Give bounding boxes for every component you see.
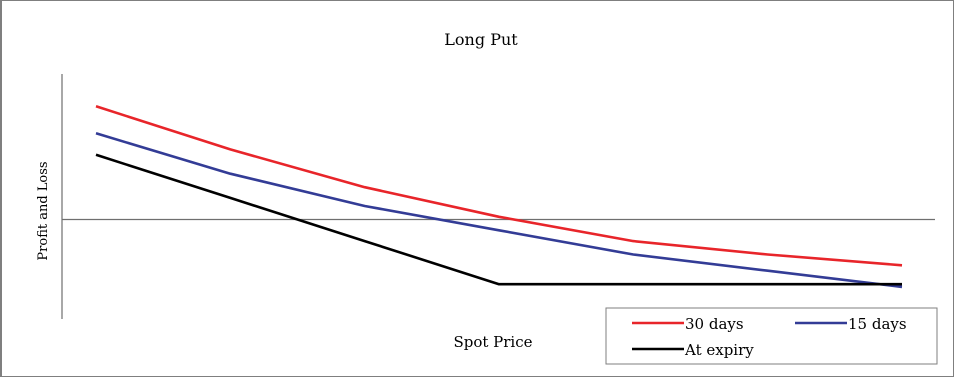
series-line-15-days [95,132,903,289]
legend: 30 days 15 days At expiry [605,307,938,365]
series-group [95,105,903,289]
x-axis-label: Spot Price [453,333,532,351]
series-line-at-expiry [95,153,902,286]
legend-label-at-expiry: At expiry [684,341,754,359]
chart-title: Long Put [444,30,518,49]
legend-label-15-days: 15 days [848,315,907,333]
legend-box [605,307,938,365]
legend-label-30-days: 30 days [685,315,744,333]
series-line-30-days [95,105,903,267]
y-axis-label: Profit and Loss [36,161,51,260]
